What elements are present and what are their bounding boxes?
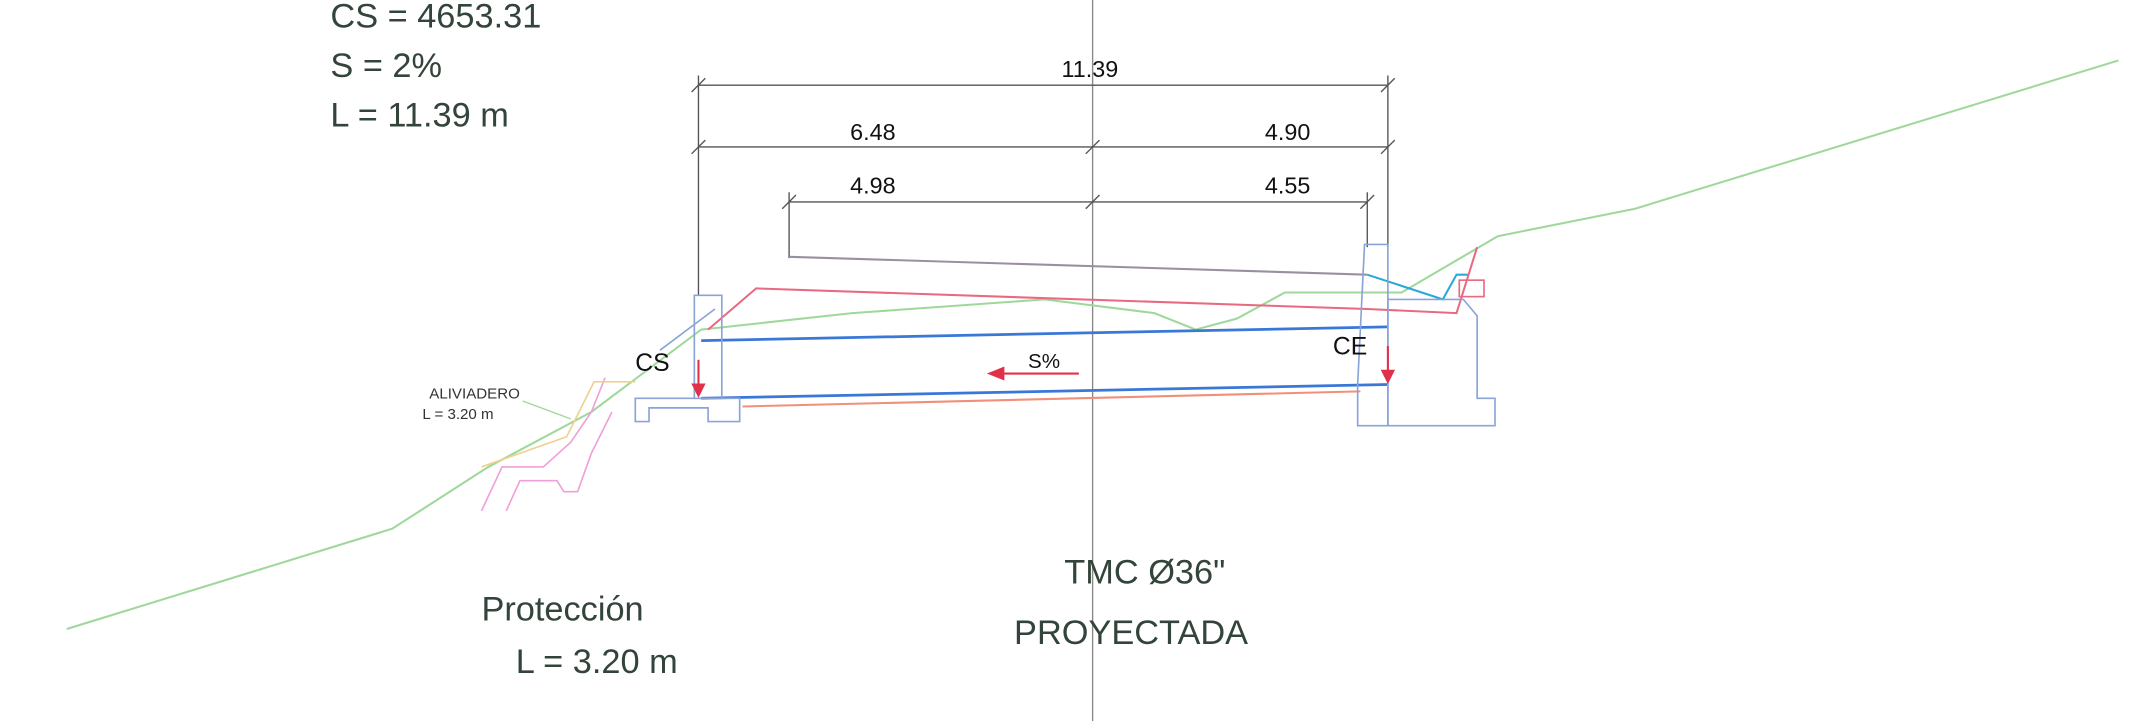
dimension-label: 6.48	[850, 119, 895, 145]
protection-length: L = 3.20 m	[516, 643, 678, 681]
header-line: S = 2%	[330, 47, 442, 85]
cyan-line	[1366, 273, 1468, 301]
arrows	[691, 346, 1396, 398]
spillway	[481, 380, 636, 468]
pipe-top	[701, 325, 1388, 342]
dimension-label: 11.39	[1062, 56, 1119, 82]
header-line: CS = 4653.31	[330, 0, 541, 35]
pipe-bed	[742, 390, 1361, 408]
leader	[522, 400, 571, 420]
pipe-label: PROYECTADA	[1014, 614, 1248, 652]
slope-label: S%	[1028, 350, 1060, 373]
dimension-label: 4.98	[850, 173, 895, 199]
spillway-label: ALIVIADERO	[429, 385, 520, 402]
protection-title: Protección	[481, 591, 643, 629]
protection	[505, 411, 613, 512]
dimension-lines	[691, 75, 1396, 296]
pipe-label: TMC Ø36"	[1064, 554, 1225, 592]
inlet-headwall	[1356, 243, 1496, 427]
protection	[480, 377, 606, 512]
dimension-label: 4.90	[1265, 119, 1310, 145]
outlet-headwall	[634, 294, 741, 423]
ground-line	[66, 59, 2119, 630]
header-line: L = 11.39 m	[330, 96, 508, 134]
inlet-label: CE	[1333, 333, 1367, 360]
outlet-label: CS	[635, 350, 669, 377]
dimension-label: 4.55	[1265, 173, 1310, 199]
spillway-length: L = 3.20 m	[422, 406, 493, 423]
pipe-bottom	[701, 383, 1388, 400]
red-line	[707, 246, 1479, 331]
road-line	[789, 255, 1368, 276]
